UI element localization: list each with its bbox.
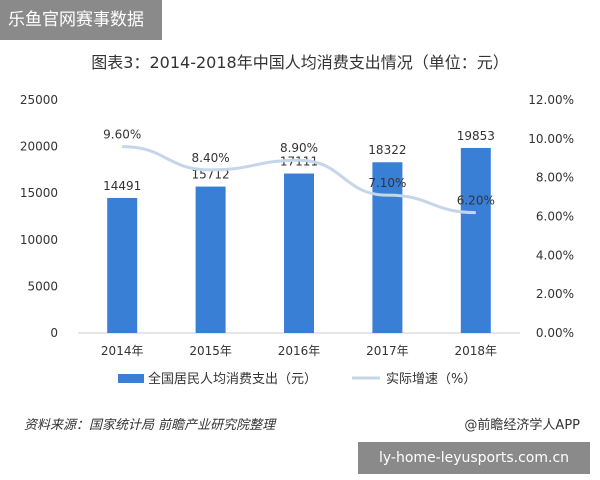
- left-tick-label: 15000: [20, 186, 58, 200]
- bar: [460, 147, 491, 333]
- bar: [107, 197, 138, 333]
- source-note: 资料来源：国家统计局 前瞻产业研究院整理: [24, 418, 276, 433]
- left-axis: 0 5000 10000 15000 20000 25000: [20, 93, 58, 340]
- legend-bar-swatch: [118, 374, 144, 383]
- x-tick-label: 2014年: [101, 344, 144, 358]
- bar: [195, 186, 226, 333]
- line-data-label: 7.10%: [368, 176, 406, 190]
- right-tick-label: 6.00%: [536, 210, 574, 224]
- x-tick-label: 2016年: [278, 344, 321, 358]
- left-tick-label: 10000: [20, 233, 58, 247]
- x-tick-label: 2017年: [366, 344, 409, 358]
- bar-line-chart: 0 5000 10000 15000 20000 25000 0.00% 2.00% 4.00…: [20, 93, 574, 387]
- left-tick-label: 25000: [20, 93, 58, 107]
- left-tick-label: 0: [50, 326, 58, 340]
- legend-bar-label: 全国居民人均消费支出（元）: [148, 371, 317, 387]
- x-tick-label: 2015年: [189, 344, 232, 358]
- bar-data-label: 14491: [103, 179, 141, 193]
- bar-data-label: 18322: [368, 143, 406, 157]
- right-tick-label: 0.00%: [536, 326, 574, 340]
- legend-line-label: 实际增速（%）: [386, 372, 476, 387]
- left-tick-label: 20000: [20, 140, 58, 154]
- line-data-label: 9.60%: [103, 128, 141, 142]
- right-tick-label: 2.00%: [536, 287, 574, 301]
- site-url-banner: ly-home-leyusports.com.cn: [358, 442, 590, 474]
- right-tick-label: 4.00%: [536, 248, 574, 262]
- right-tick-label: 8.00%: [536, 171, 574, 185]
- line-data-label: 8.90%: [280, 141, 318, 155]
- x-tick-label: 2018年: [455, 344, 498, 358]
- bar: [372, 162, 403, 333]
- right-tick-label: 12.00%: [528, 93, 574, 107]
- line-data-label: 6.20%: [457, 194, 495, 208]
- legend: 全国居民人均消费支出（元） 实际增速（%）: [118, 371, 476, 387]
- bar-data-label: 19853: [457, 129, 495, 143]
- bar: [284, 173, 314, 333]
- line-data-label: 8.40%: [192, 151, 230, 165]
- chart-title: 图表3：2014-2018年中国人均消费支出情况（单位：元）: [91, 53, 509, 72]
- right-tick-label: 10.00%: [528, 132, 574, 146]
- site-banner: 乐鱼官网赛事数据: [0, 0, 162, 40]
- line-data-labels: 9.60% 8.40% 8.90% 7.10% 6.20%: [103, 128, 495, 208]
- right-axis: 0.00% 2.00% 4.00% 6.00% 8.00% 10.00% 12.00%: [528, 93, 574, 340]
- growth-line: [122, 145, 476, 215]
- x-axis: 2014年 2015年 2016年 2017年 2018年: [101, 344, 497, 358]
- brand-note: @前瞻经济学人APP: [464, 418, 580, 433]
- left-tick-label: 5000: [27, 279, 58, 293]
